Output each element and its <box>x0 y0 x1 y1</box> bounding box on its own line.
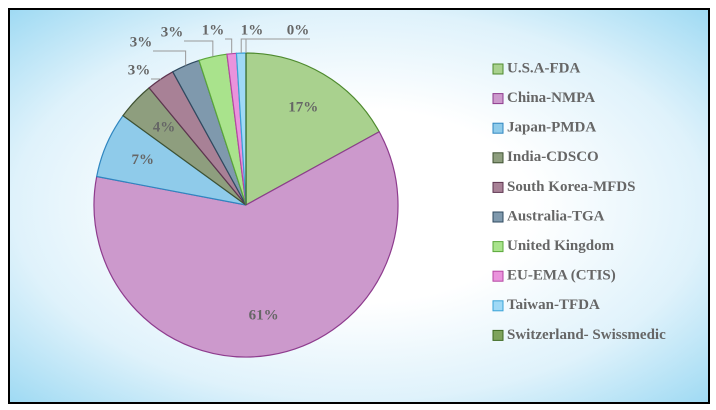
legend-label: U.S.A-FDA <box>507 60 580 76</box>
legend-swatch <box>492 122 504 134</box>
slice-label: 4% <box>153 119 176 135</box>
legend-label: Australia-TGA <box>507 208 605 224</box>
legend-label: United Kingdom <box>507 238 615 254</box>
legend-swatch <box>492 300 504 312</box>
slice-label: 3% <box>161 24 184 40</box>
pie-slice <box>245 52 381 207</box>
legend-swatch <box>492 241 504 253</box>
slice-label: 0% <box>287 22 310 38</box>
slice-label: 7% <box>132 152 155 168</box>
legend-label: Switzerland- Swissmedic <box>507 327 666 343</box>
legend-swatch <box>492 152 504 164</box>
leader-line <box>240 38 264 54</box>
slice-label: 17% <box>288 100 318 116</box>
slice-label: 1% <box>241 22 264 38</box>
legend-label: China-NMPA <box>507 90 595 106</box>
leader-line <box>184 40 214 57</box>
leader-line <box>245 38 310 53</box>
pie-slice <box>93 130 399 358</box>
slice-label: 3% <box>130 34 153 50</box>
legend-swatch <box>492 93 504 105</box>
legend-label: Japan-PMDA <box>507 120 596 136</box>
legend-swatch <box>492 181 504 193</box>
legend-label: EU-EMA (CTIS) <box>507 268 616 284</box>
legend-label: South Korea-MFDS <box>507 179 635 195</box>
legend-swatch <box>492 270 504 282</box>
slice-label: 3% <box>128 62 151 78</box>
legend-label: Taiwan-TFDA <box>507 297 600 313</box>
leader-line <box>225 38 233 54</box>
legend-swatch <box>492 329 504 341</box>
slice-label: 61% <box>249 308 279 324</box>
legend-swatch <box>492 63 504 75</box>
legend-swatch <box>492 211 504 223</box>
leader-line <box>153 50 187 66</box>
slice-label: 1% <box>202 22 225 38</box>
legend-label: India-CDSCO <box>507 149 599 165</box>
